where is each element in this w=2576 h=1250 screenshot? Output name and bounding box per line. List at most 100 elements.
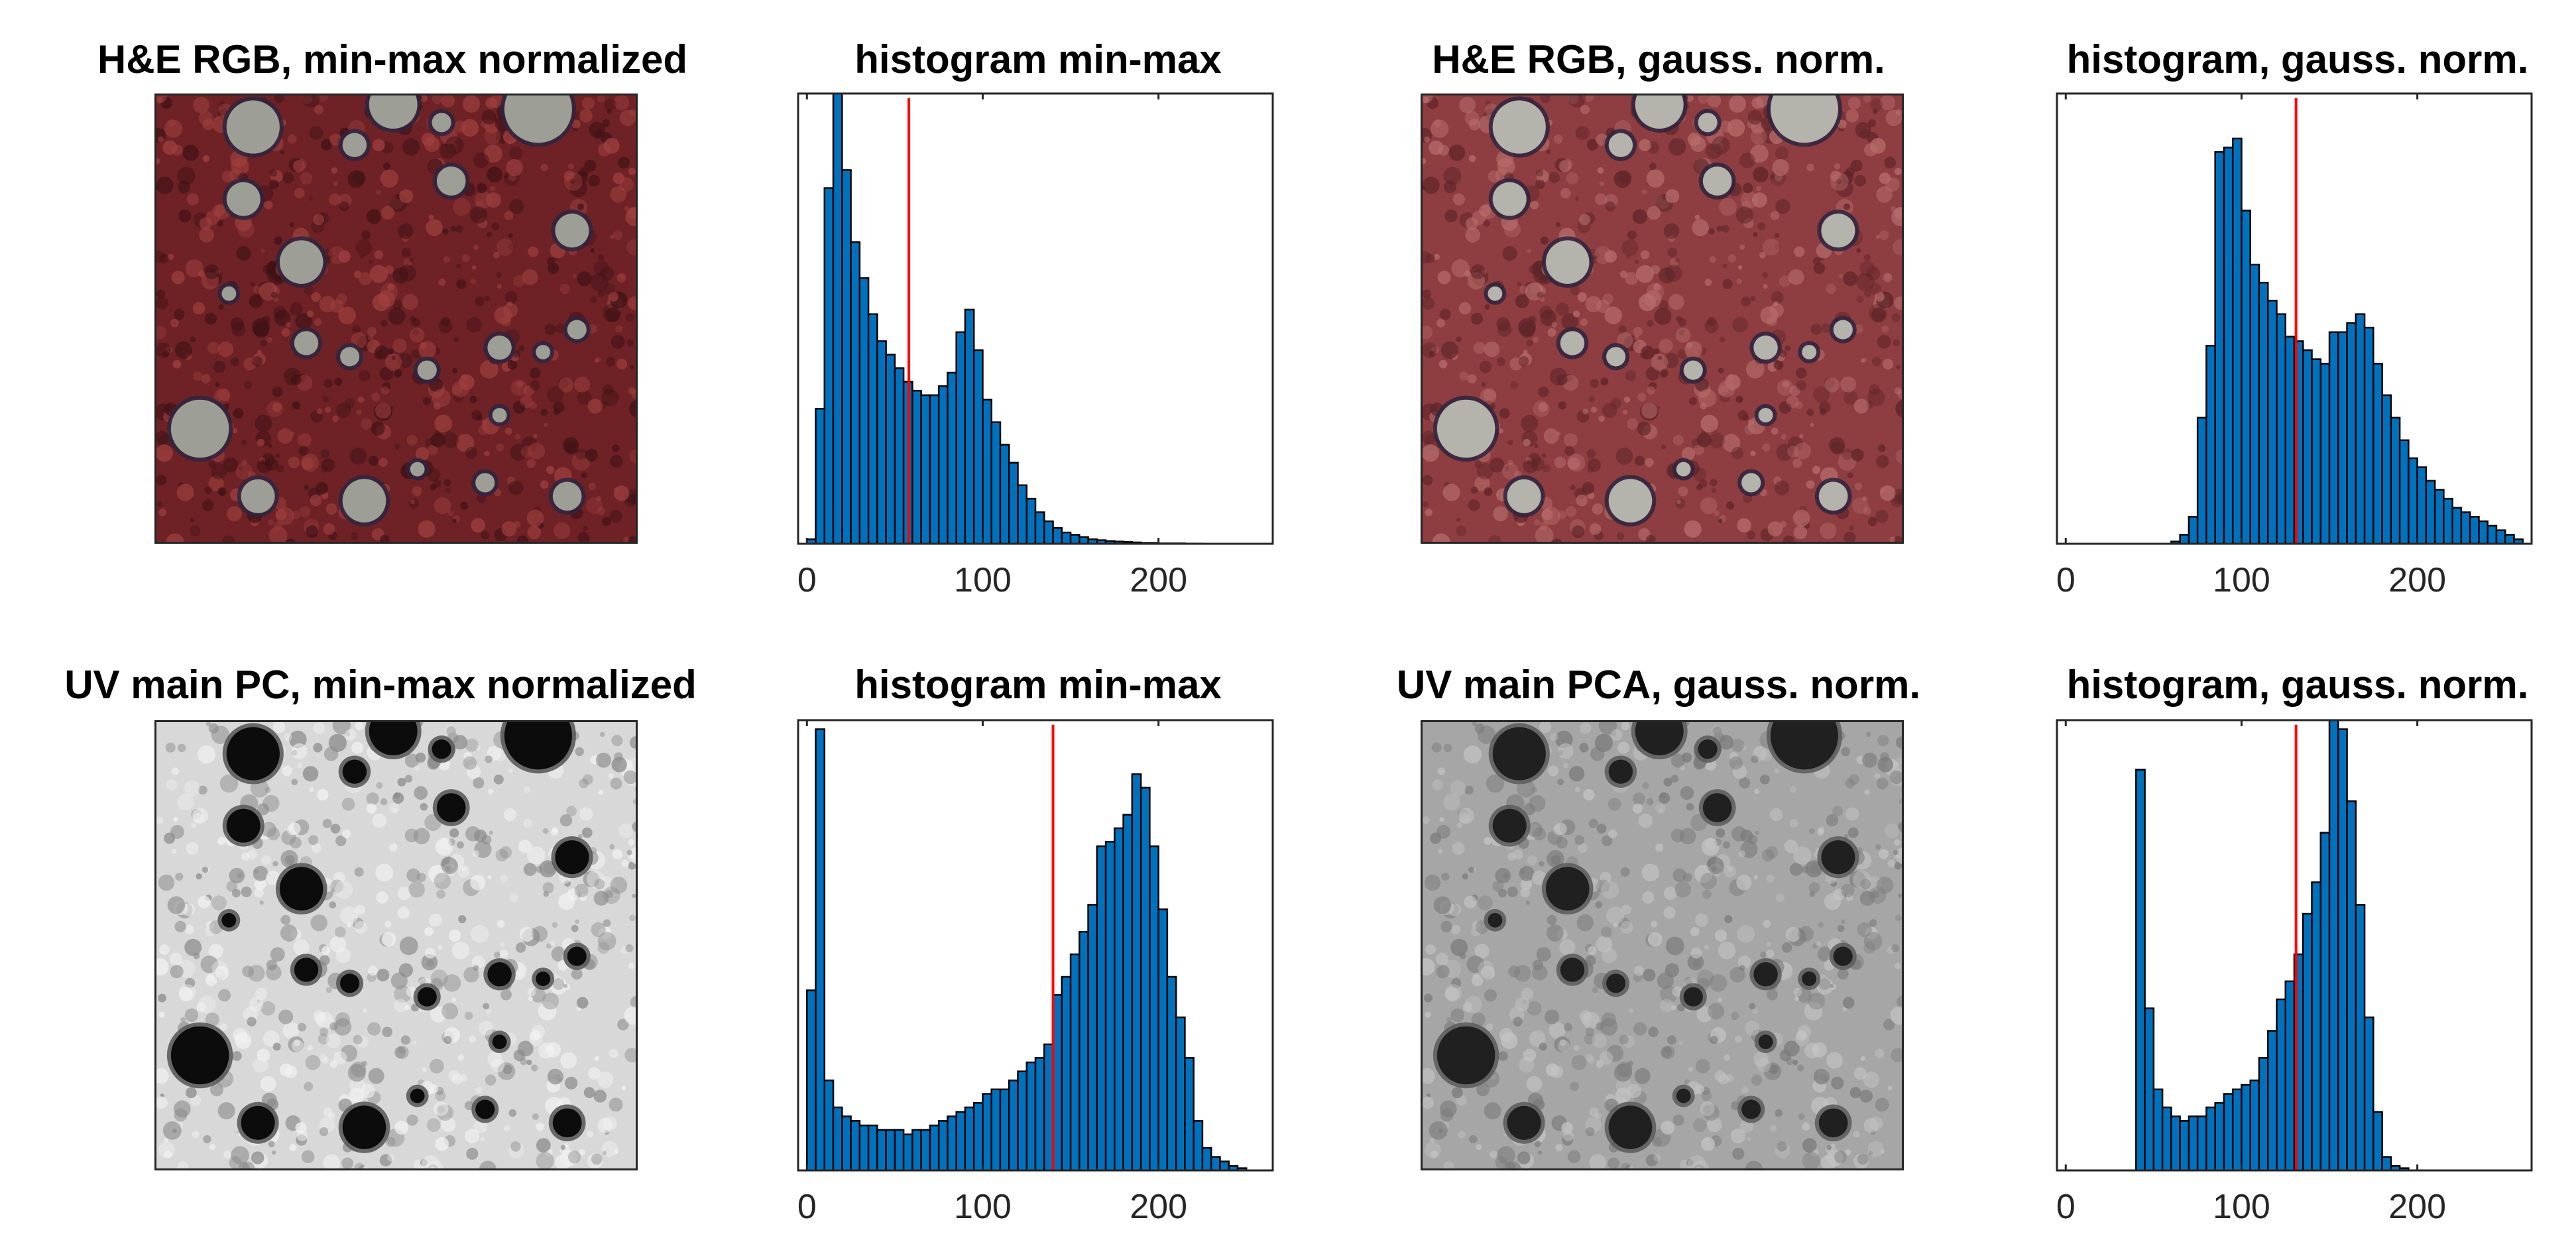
tissue-texture bbox=[452, 380, 469, 398]
tissue-texture bbox=[1722, 279, 1733, 289]
tissue-texture bbox=[410, 499, 415, 505]
tissue-texture bbox=[1745, 1021, 1760, 1036]
tissue-texture bbox=[1600, 1018, 1618, 1036]
tissue-texture bbox=[1551, 855, 1561, 865]
tissue-texture bbox=[1590, 379, 1599, 388]
tissue-texture bbox=[1622, 409, 1628, 415]
tissue-texture bbox=[339, 201, 349, 212]
tissue-texture bbox=[1741, 296, 1751, 306]
tissue-texture bbox=[484, 450, 490, 457]
tissue-texture bbox=[1558, 401, 1567, 410]
tissue-texture bbox=[1515, 997, 1530, 1012]
vacuole bbox=[1545, 867, 1590, 911]
tissue-texture bbox=[1643, 968, 1656, 982]
tissue-texture bbox=[403, 258, 412, 267]
tissue-texture bbox=[1863, 95, 1871, 103]
tissue-texture bbox=[530, 380, 540, 391]
histogram-bar bbox=[867, 1124, 878, 1172]
tissue-texture bbox=[451, 942, 470, 960]
tissue-texture bbox=[233, 1034, 240, 1040]
vacuole bbox=[294, 331, 319, 355]
tissue-texture bbox=[289, 222, 295, 227]
tissue-texture bbox=[322, 396, 329, 403]
tissue-texture bbox=[564, 1143, 569, 1148]
tissue-texture bbox=[540, 163, 548, 172]
histogram-bar bbox=[1069, 534, 1081, 545]
tissue-texture bbox=[1538, 386, 1549, 397]
tissue-texture bbox=[1745, 1160, 1763, 1168]
tissue-texture bbox=[274, 310, 290, 326]
panel-title: histogram min-max bbox=[854, 37, 1222, 82]
tissue-texture bbox=[1826, 1145, 1832, 1151]
tissue-texture bbox=[253, 865, 268, 881]
tissue-texture bbox=[591, 1153, 603, 1165]
tissue-texture bbox=[430, 1006, 447, 1023]
tissue-texture bbox=[1653, 283, 1661, 291]
tissue-texture bbox=[1660, 792, 1667, 799]
tissue-texture bbox=[1632, 792, 1645, 806]
tissue-texture bbox=[1718, 385, 1729, 396]
vacuole bbox=[432, 113, 451, 133]
tissue-texture bbox=[1582, 481, 1595, 495]
tissue-texture bbox=[1813, 1068, 1830, 1085]
tissue-texture bbox=[599, 926, 612, 940]
tissue-texture bbox=[1432, 779, 1444, 790]
tissue-texture bbox=[484, 295, 490, 302]
tissue-texture bbox=[369, 265, 388, 283]
tissue-texture bbox=[447, 510, 453, 517]
tissue-texture bbox=[1845, 893, 1853, 901]
tissue-texture bbox=[1508, 966, 1520, 977]
tissue-texture bbox=[1879, 95, 1896, 111]
x-tick-label: 100 bbox=[2213, 1188, 2270, 1226]
tissue-texture bbox=[488, 788, 494, 794]
tissue-texture bbox=[451, 367, 458, 374]
tissue-texture bbox=[418, 520, 436, 538]
tissue-texture bbox=[1527, 822, 1543, 838]
tissue-texture bbox=[443, 974, 461, 992]
tissue-texture bbox=[1678, 486, 1688, 497]
tissue-texture bbox=[1722, 225, 1729, 233]
histogram-bar bbox=[947, 371, 957, 545]
tissue-texture bbox=[1678, 1040, 1683, 1045]
tissue-texture bbox=[394, 444, 400, 450]
panel-title: H&E RGB, gauss. norm. bbox=[1432, 37, 1885, 82]
tissue-texture bbox=[1507, 1161, 1521, 1168]
tissue-texture bbox=[173, 817, 178, 822]
tissue-texture bbox=[345, 729, 357, 741]
tissue-texture bbox=[626, 339, 634, 347]
tissue-texture bbox=[1879, 230, 1889, 240]
tissue-texture bbox=[1625, 254, 1631, 259]
vacuole bbox=[221, 912, 237, 928]
tissue-texture bbox=[282, 765, 293, 777]
x-tick-label: 0 bbox=[797, 1188, 817, 1226]
tissue-texture bbox=[594, 879, 605, 889]
tissue-texture bbox=[1787, 436, 1803, 452]
tissue-texture bbox=[1585, 955, 1596, 966]
tissue-texture bbox=[1755, 830, 1760, 835]
tissue-texture bbox=[174, 1108, 188, 1122]
vacuole bbox=[369, 722, 418, 756]
tissue-texture bbox=[356, 1035, 369, 1048]
tissue-texture bbox=[1602, 835, 1613, 847]
tissue-texture bbox=[164, 832, 176, 844]
tissue-texture bbox=[1584, 1033, 1596, 1045]
vacuole bbox=[475, 1099, 495, 1119]
tissue-texture bbox=[1632, 803, 1643, 814]
tissue-texture bbox=[1465, 227, 1481, 243]
tissue-texture bbox=[353, 271, 362, 279]
tissue-texture bbox=[1651, 265, 1661, 275]
tissue-texture bbox=[397, 223, 414, 239]
tissue-texture bbox=[328, 1112, 335, 1119]
tissue-texture bbox=[1895, 914, 1902, 922]
tissue-texture bbox=[1523, 1048, 1537, 1062]
tissue-texture bbox=[1602, 403, 1617, 418]
tissue-texture bbox=[628, 296, 636, 310]
tissue-texture bbox=[1570, 1082, 1580, 1092]
tissue-texture bbox=[1762, 443, 1771, 452]
tissue-texture bbox=[256, 999, 261, 1004]
vacuole bbox=[1488, 286, 1503, 301]
tissue-texture bbox=[509, 199, 524, 214]
tissue-texture bbox=[1430, 1137, 1434, 1143]
tissue-texture bbox=[1550, 733, 1558, 741]
tissue-texture bbox=[309, 786, 314, 792]
